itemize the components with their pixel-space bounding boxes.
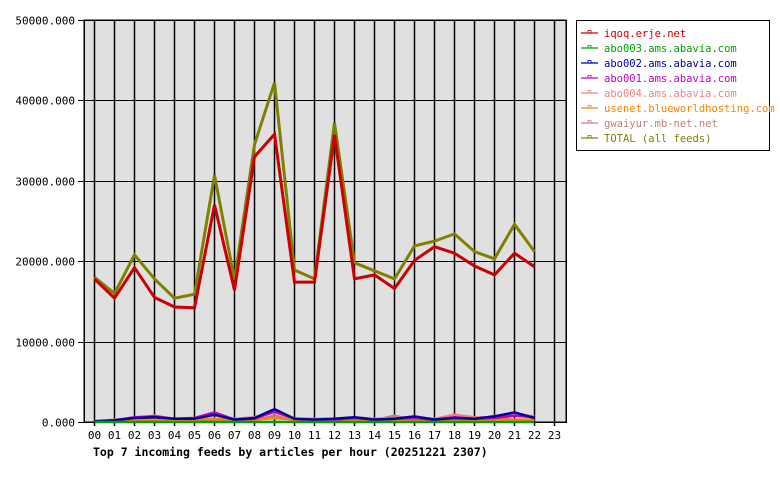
x-axis: 00 01 02 03 04 05 06 07 08 09 10 11 12 13 14 15 16 17 18 19… — [88, 429, 561, 442]
x-tick-label: 05 — [188, 429, 201, 442]
x-tick-label: 14 — [368, 429, 382, 442]
series-line-abo002-ams-abavia-com — [94, 407, 535, 423]
x-tick-label: 21 — [508, 429, 521, 442]
legend-label: abo001.ams.abavia.com — [604, 73, 737, 85]
x-tick-label: 01 — [108, 429, 121, 442]
x-tick-label: 04 — [168, 429, 182, 442]
y-tick-label: 50000.000 — [15, 15, 75, 28]
series-line-iqoq-erje-net — [93, 130, 536, 310]
legend-item: abo001.ams.abavia.com — [581, 73, 737, 85]
legend-item: abo003.ams.abavia.com — [581, 43, 737, 55]
legend-item: usenet.blueworldhosting.com — [581, 103, 775, 115]
x-tick-label: 23 — [548, 429, 561, 442]
legend-marker-icon — [587, 135, 592, 139]
x-tick-label: 13 — [348, 429, 361, 442]
x-tick-label: 09 — [268, 429, 281, 442]
legend-marker-icon — [587, 105, 592, 109]
legend-label: abo004.ams.abavia.com — [604, 88, 737, 100]
x-tick-label: 00 — [88, 429, 101, 442]
x-tick-label: 10 — [288, 429, 301, 442]
y-axis: 0.000 10000.000 20000.000 30000.000 40000.00… — [15, 15, 75, 430]
y-tick-label: 10000.000 — [15, 337, 75, 350]
legend-item: iqoq.erje.net — [581, 28, 686, 40]
x-tick-label: 17 — [428, 429, 441, 442]
legend-marker-icon — [587, 60, 592, 64]
y-tick-label: 20000.000 — [15, 256, 75, 269]
legend-marker-icon — [587, 75, 592, 79]
legend-label: abo002.ams.abavia.com — [604, 58, 737, 70]
x-tick-label: 19 — [468, 429, 481, 442]
x-tick-label: 15 — [388, 429, 401, 442]
legend-item: abo002.ams.abavia.com — [581, 58, 737, 70]
legend-item: gwaiyur.mb-net.net — [581, 118, 718, 130]
x-tick-label: 22 — [528, 429, 541, 442]
legend-label: TOTAL (all feeds) — [604, 133, 711, 145]
x-tick-label: 07 — [228, 429, 241, 442]
series-lines — [93, 82, 536, 424]
y-tick-label: 30000.000 — [15, 176, 75, 189]
legend-label: gwaiyur.mb-net.net — [604, 118, 718, 130]
legend-box — [576, 20, 770, 151]
legend-marker-icon — [587, 120, 592, 124]
legend-label: iqoq.erje.net — [604, 28, 686, 40]
chart-title: Top 7 incoming feeds by articles per hou… — [93, 445, 488, 459]
legend-item: abo004.ams.abavia.com — [581, 88, 737, 100]
x-tick-label: 20 — [488, 429, 501, 442]
legend-marker-icon — [587, 45, 592, 49]
y-tick-label: 0.000 — [42, 417, 75, 430]
x-tick-label: 08 — [248, 429, 261, 442]
x-tick-label: 06 — [208, 429, 221, 442]
x-tick-label: 03 — [148, 429, 161, 442]
x-tick-label: 11 — [308, 429, 321, 442]
x-tick-label: 12 — [328, 429, 341, 442]
legend: iqoq.erje.net abo003.ams.abavia.com abo002… — [576, 20, 775, 151]
x-tick-label: 02 — [128, 429, 141, 442]
x-tick-label: 18 — [448, 429, 461, 442]
legend-marker-icon — [587, 90, 592, 94]
plot-area — [83, 19, 567, 423]
y-tick-label: 40000.000 — [15, 95, 75, 108]
legend-marker-icon — [587, 30, 592, 34]
legend-label: abo003.ams.abavia.com — [604, 43, 737, 55]
legend-item: TOTAL (all feeds) — [581, 133, 711, 145]
x-tick-label: 16 — [408, 429, 421, 442]
legend-label: usenet.blueworldhosting.com — [604, 103, 775, 115]
